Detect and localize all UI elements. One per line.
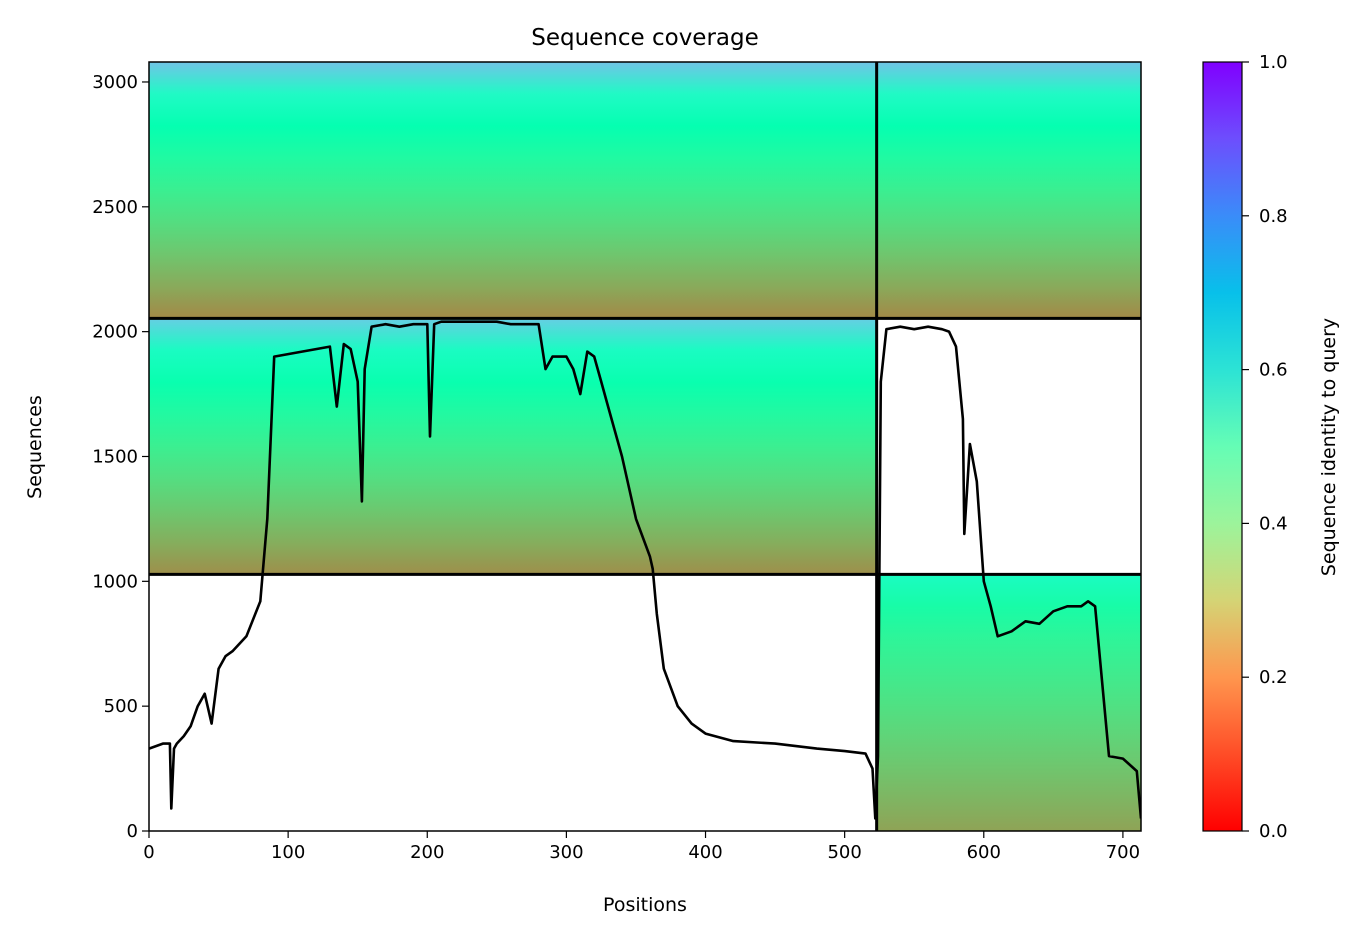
y-tick-label: 3000: [92, 72, 138, 93]
x-axis-label: Positions: [603, 894, 687, 916]
y-axis: 0 500 1000 1500 2000 2500 3000: [92, 72, 149, 842]
x-tick-label: 700: [1106, 842, 1140, 863]
coverage-block: [876, 574, 1141, 831]
colorbar-tick-label: 0.2: [1259, 667, 1288, 688]
colorbar-tick-label: 1.0: [1259, 52, 1288, 73]
block-separators: [149, 62, 1141, 831]
y-tick-label: 1500: [92, 446, 138, 467]
x-axis: 0 100 200 300 400 500 600 700: [143, 831, 1140, 863]
y-tick-label: 500: [104, 696, 138, 717]
y-tick-label: 2000: [92, 322, 138, 343]
coverage-block: [876, 62, 1141, 319]
x-tick-label: 600: [967, 842, 1001, 863]
colorbar-label: Sequence identity to query: [1318, 318, 1340, 576]
coverage-block: [149, 62, 877, 319]
x-tick-label: 300: [549, 842, 583, 863]
coverage-line-layer: [149, 320, 1141, 820]
coverage-line: [149, 320, 1141, 820]
y-tick-label: 0: [127, 821, 138, 842]
x-tick-label: 100: [271, 842, 305, 863]
coverage-block: [149, 318, 877, 575]
y-axis-label: Sequences: [24, 395, 46, 499]
x-tick-label: 0: [143, 842, 154, 863]
colorbar-axis: 0.0 0.2 0.4 0.6 0.8 1.0: [1242, 52, 1288, 842]
colorbar-tick-label: 0.0: [1259, 821, 1288, 842]
coverage-blocks: [149, 62, 1141, 831]
chart-title: Sequence coverage: [531, 25, 759, 51]
plot-frame: [148, 61, 1142, 832]
colorbar-tick-label: 0.6: [1259, 360, 1288, 381]
y-tick-label: 2500: [92, 197, 138, 218]
colorbar-tick-label: 0.4: [1259, 513, 1288, 534]
x-tick-label: 200: [410, 842, 444, 863]
colorbar: [1202, 61, 1243, 832]
x-tick-label: 400: [688, 842, 722, 863]
y-tick-label: 1000: [92, 571, 138, 592]
colorbar-tick-label: 0.8: [1259, 206, 1288, 227]
x-tick-label: 500: [827, 842, 861, 863]
